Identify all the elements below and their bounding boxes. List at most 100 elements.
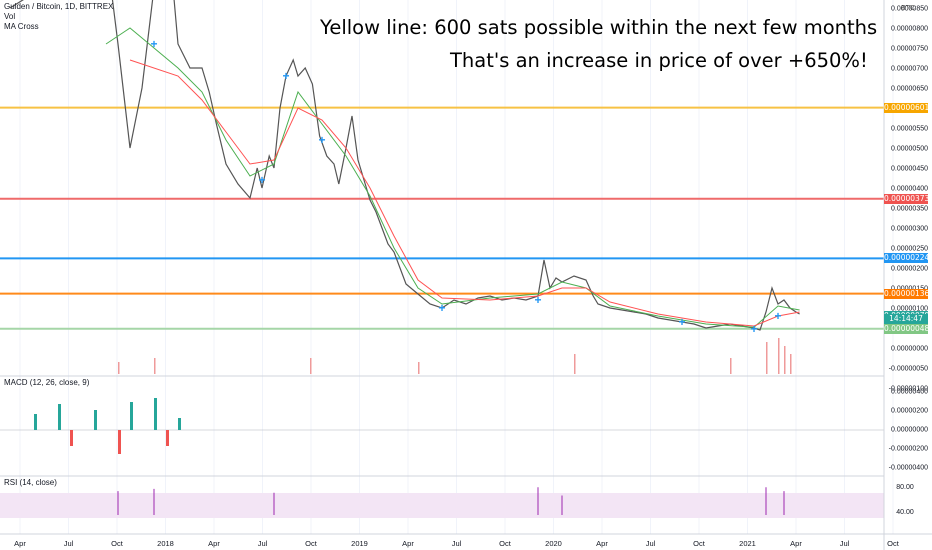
grid [19,0,894,534]
x-tick-label: Jul [452,539,462,548]
macd-bar[interactable] [94,410,97,430]
price-tick-label: 0.00000450 [891,166,928,173]
macd-tick-label: -0.00000200 [889,446,928,453]
price-tick-label: 0.00000850 [891,6,928,13]
ma-cross-label[interactable]: MA Cross [4,22,39,31]
macd-tick-label: 0.00000200 [891,408,928,415]
price-tick-label: 0.00000750 [891,46,928,53]
price-tick-label: 0.00000800 [891,26,928,33]
annotation-line-1: Yellow line: 600 sats possible within th… [320,16,878,39]
price-tick-label: 0.00000300 [891,226,928,233]
macd-tick-label: 0.00000000 [891,427,928,434]
volume-bar [790,354,792,374]
x-tick-label: Apr [790,539,802,548]
macd-bar[interactable] [34,414,37,430]
price-tick-label: 0.00000100 [891,306,928,313]
x-tick-label: Jul [258,539,268,548]
x-tick-label: Apr [596,539,608,548]
macd-tick-label: -0.00000400 [889,465,928,472]
x-tick-label: Oct [499,539,512,548]
volume-bar [778,338,780,374]
ma-fast-line[interactable] [105,27,800,328]
price-line[interactable] [9,0,800,331]
price-series[interactable]: + + + + + + + + + [9,0,800,336]
price-tick-label: 0.00000250 [891,246,928,253]
macd-bar[interactable] [166,430,169,446]
ma-cross-marker[interactable]: + [678,315,685,329]
currency-label: BTC [901,5,915,12]
ma-cross-marker[interactable]: + [438,301,445,315]
macd-label[interactable]: MACD (12, 26, close, 9) [4,378,90,387]
macd-bar[interactable] [154,398,157,430]
volume-bar [154,358,156,374]
macd-bar[interactable] [178,418,181,430]
rsi-band [0,493,884,518]
rsi-indicator[interactable] [0,487,884,518]
ma-cross-marker[interactable]: + [258,173,265,187]
macd-indicator[interactable] [0,398,884,454]
price-badge: 0.00000136 [884,288,930,299]
ma-cross-marker[interactable]: + [774,309,781,323]
ma-cross-marker[interactable]: + [318,133,325,147]
ma-cross-marker[interactable]: + [282,69,289,83]
x-tick-label: Apr [14,539,26,548]
price-tick-label: -0.00000050 [889,366,928,373]
price-tick-label: 0.00000650 [891,86,928,93]
volume-bar [784,346,786,374]
x-tick-label: Oct [305,539,318,548]
volume-bars [118,338,792,374]
volume-bar [766,342,768,374]
ma-cross-marker[interactable]: + [150,37,157,51]
price-badge: 0.00000601 [884,102,930,113]
price-badge: 14:14:47 [884,314,928,325]
ma-slow-line[interactable] [129,59,800,327]
macd-bar[interactable] [118,430,121,454]
volume-bar [418,362,420,374]
price-tick-label: 0.00000700 [891,66,928,73]
x-tick-label: 2018 [157,539,174,548]
rsi-label[interactable]: RSI (14, close) [4,478,57,487]
volume-bar [574,354,576,374]
x-tick-label: 2021 [739,539,756,548]
price-tick-label: -0.00000100 [889,386,928,393]
x-tick-label: Jul [646,539,656,548]
ma-cross-marker[interactable]: + [534,293,541,307]
x-tick-label: Apr [402,539,414,548]
horizontal-levels[interactable] [0,106,884,330]
rsi-tick-label: 80.00 [896,484,914,491]
volume-label[interactable]: Vol [4,12,16,21]
macd-bar[interactable] [58,404,61,430]
price-tick-label: 0.00000000 [891,346,928,353]
ma-cross-marker[interactable]: + [750,322,757,336]
symbol-label[interactable]: Gulden / Bitcoin, 1D, BITTREX [4,2,114,11]
rsi-tick-label: 40.00 [896,509,914,516]
chart-legend: Gulden / Bitcoin, 1D, BITTREX Vol MA Cro… [4,2,113,32]
x-tick-label: Oct [887,539,900,548]
price-tick-label: 0.00000350 [891,206,928,213]
x-tick-label: 2019 [351,539,368,548]
price-tick-label: 0.00000500 [891,146,928,153]
x-tick-label: 2020 [545,539,562,548]
price-tick-label: 0.00000200 [891,266,928,273]
volume-bar [118,362,120,374]
macd-tick-label: 0.00000400 [891,389,928,396]
x-tick-label: Oct [693,539,706,548]
x-tick-label: Oct [111,539,124,548]
x-tick-label: Apr [208,539,220,548]
annotation-line-2: That's an increase in price of over +650… [450,49,868,72]
price-badge: 0.00000048 [884,323,930,334]
volume-bar [730,358,732,374]
price-tick-label: 0.00000400 [891,186,928,193]
price-tick-label: 0.00000550 [891,126,928,133]
price-badge: 0.00000373 [884,193,930,204]
volume-bar [310,358,312,374]
x-tick-label: Jul [64,539,74,548]
macd-bar[interactable] [70,430,73,446]
x-tick-label: Jul [840,539,850,548]
price-badge: 0.00000224 [884,253,930,264]
macd-bar[interactable] [130,402,133,430]
